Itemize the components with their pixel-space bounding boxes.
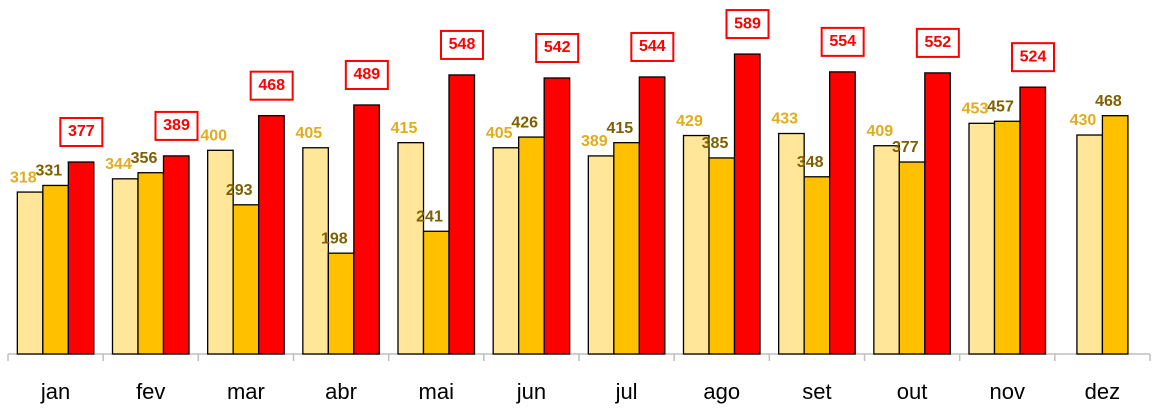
bar bbox=[968, 122, 996, 355]
label-box bbox=[154, 110, 199, 141]
value-label: 377 bbox=[68, 123, 95, 140]
x-tick-label: jan bbox=[40, 379, 70, 404]
x-tick-label: set bbox=[802, 379, 831, 404]
bar bbox=[1076, 134, 1104, 355]
value-label: 344 bbox=[105, 156, 132, 173]
bar bbox=[42, 184, 69, 355]
bar bbox=[1101, 115, 1129, 355]
label-box bbox=[249, 70, 294, 101]
bar bbox=[993, 120, 1021, 355]
value-label: 489 bbox=[353, 66, 380, 83]
value-label: 453 bbox=[962, 101, 989, 118]
bar bbox=[638, 76, 666, 355]
bar bbox=[16, 191, 44, 355]
value-label: 389 bbox=[581, 133, 608, 150]
value-label: 433 bbox=[771, 111, 798, 128]
x-tick-label: fev bbox=[136, 379, 165, 404]
bar bbox=[613, 142, 640, 355]
label-box bbox=[915, 27, 960, 58]
label-box bbox=[630, 31, 675, 62]
x-tick-label: nov bbox=[990, 379, 1025, 404]
bar bbox=[137, 172, 165, 355]
label-box bbox=[820, 26, 865, 57]
x-tick-label: jun bbox=[516, 379, 546, 404]
bar bbox=[898, 161, 926, 355]
value-label: 524 bbox=[1020, 48, 1047, 65]
value-label: 348 bbox=[797, 154, 824, 171]
bar bbox=[803, 176, 831, 355]
label-box bbox=[535, 32, 580, 63]
value-label: 377 bbox=[892, 139, 919, 156]
value-label: 552 bbox=[924, 34, 951, 51]
value-label: 400 bbox=[200, 128, 227, 145]
label-box bbox=[344, 59, 389, 90]
value-label: 389 bbox=[163, 117, 190, 134]
value-label: 385 bbox=[702, 135, 729, 152]
value-label: 331 bbox=[35, 163, 62, 180]
value-label: 415 bbox=[391, 120, 418, 137]
value-label: 468 bbox=[258, 77, 285, 94]
value-label: 409 bbox=[866, 123, 893, 140]
value-label: 426 bbox=[511, 114, 538, 131]
bar bbox=[448, 74, 476, 355]
label-box bbox=[440, 29, 484, 60]
value-label: 542 bbox=[544, 39, 571, 56]
bar bbox=[682, 134, 710, 355]
x-tick-label: abr bbox=[325, 379, 357, 404]
bar bbox=[353, 104, 380, 355]
bar bbox=[829, 71, 856, 355]
bar bbox=[543, 77, 571, 355]
bar bbox=[67, 161, 95, 355]
value-label: 548 bbox=[449, 36, 476, 53]
bar bbox=[422, 230, 450, 355]
bar bbox=[162, 155, 190, 355]
x-tick-label: dez bbox=[1085, 379, 1120, 404]
value-label: 405 bbox=[486, 125, 513, 142]
bar bbox=[232, 204, 260, 355]
label-box bbox=[1011, 42, 1055, 73]
value-label: 430 bbox=[1070, 112, 1097, 129]
x-tick-label: ago bbox=[703, 379, 740, 404]
bar bbox=[924, 72, 951, 355]
value-label: 405 bbox=[295, 125, 322, 142]
bar bbox=[492, 147, 520, 355]
bar bbox=[518, 136, 545, 355]
value-label: 457 bbox=[987, 99, 1014, 116]
x-tick-label: jul bbox=[615, 379, 638, 404]
bar bbox=[587, 155, 615, 355]
value-label: 415 bbox=[606, 120, 633, 137]
x-tick-label: mai bbox=[419, 379, 454, 404]
bar bbox=[258, 115, 285, 355]
bar bbox=[302, 147, 329, 355]
label-box bbox=[725, 9, 770, 40]
value-label: 554 bbox=[829, 33, 856, 50]
bar bbox=[873, 145, 900, 355]
bar bbox=[207, 149, 234, 355]
value-label: 293 bbox=[226, 182, 253, 199]
value-label: 356 bbox=[131, 150, 158, 167]
value-label: 589 bbox=[734, 15, 761, 32]
value-label: 198 bbox=[321, 230, 348, 247]
value-label: 429 bbox=[676, 113, 703, 130]
bar bbox=[1019, 86, 1047, 355]
bar bbox=[327, 252, 355, 355]
bar bbox=[733, 53, 761, 355]
value-label: 544 bbox=[639, 38, 666, 55]
x-tick-label: mar bbox=[227, 379, 265, 404]
bar bbox=[397, 142, 425, 355]
bar bbox=[111, 178, 139, 355]
bar bbox=[708, 157, 736, 355]
label-box bbox=[59, 117, 104, 148]
value-label: 468 bbox=[1095, 93, 1122, 110]
x-tick-label: out bbox=[897, 379, 928, 404]
value-label: 241 bbox=[416, 208, 443, 225]
value-label: 318 bbox=[10, 169, 37, 186]
